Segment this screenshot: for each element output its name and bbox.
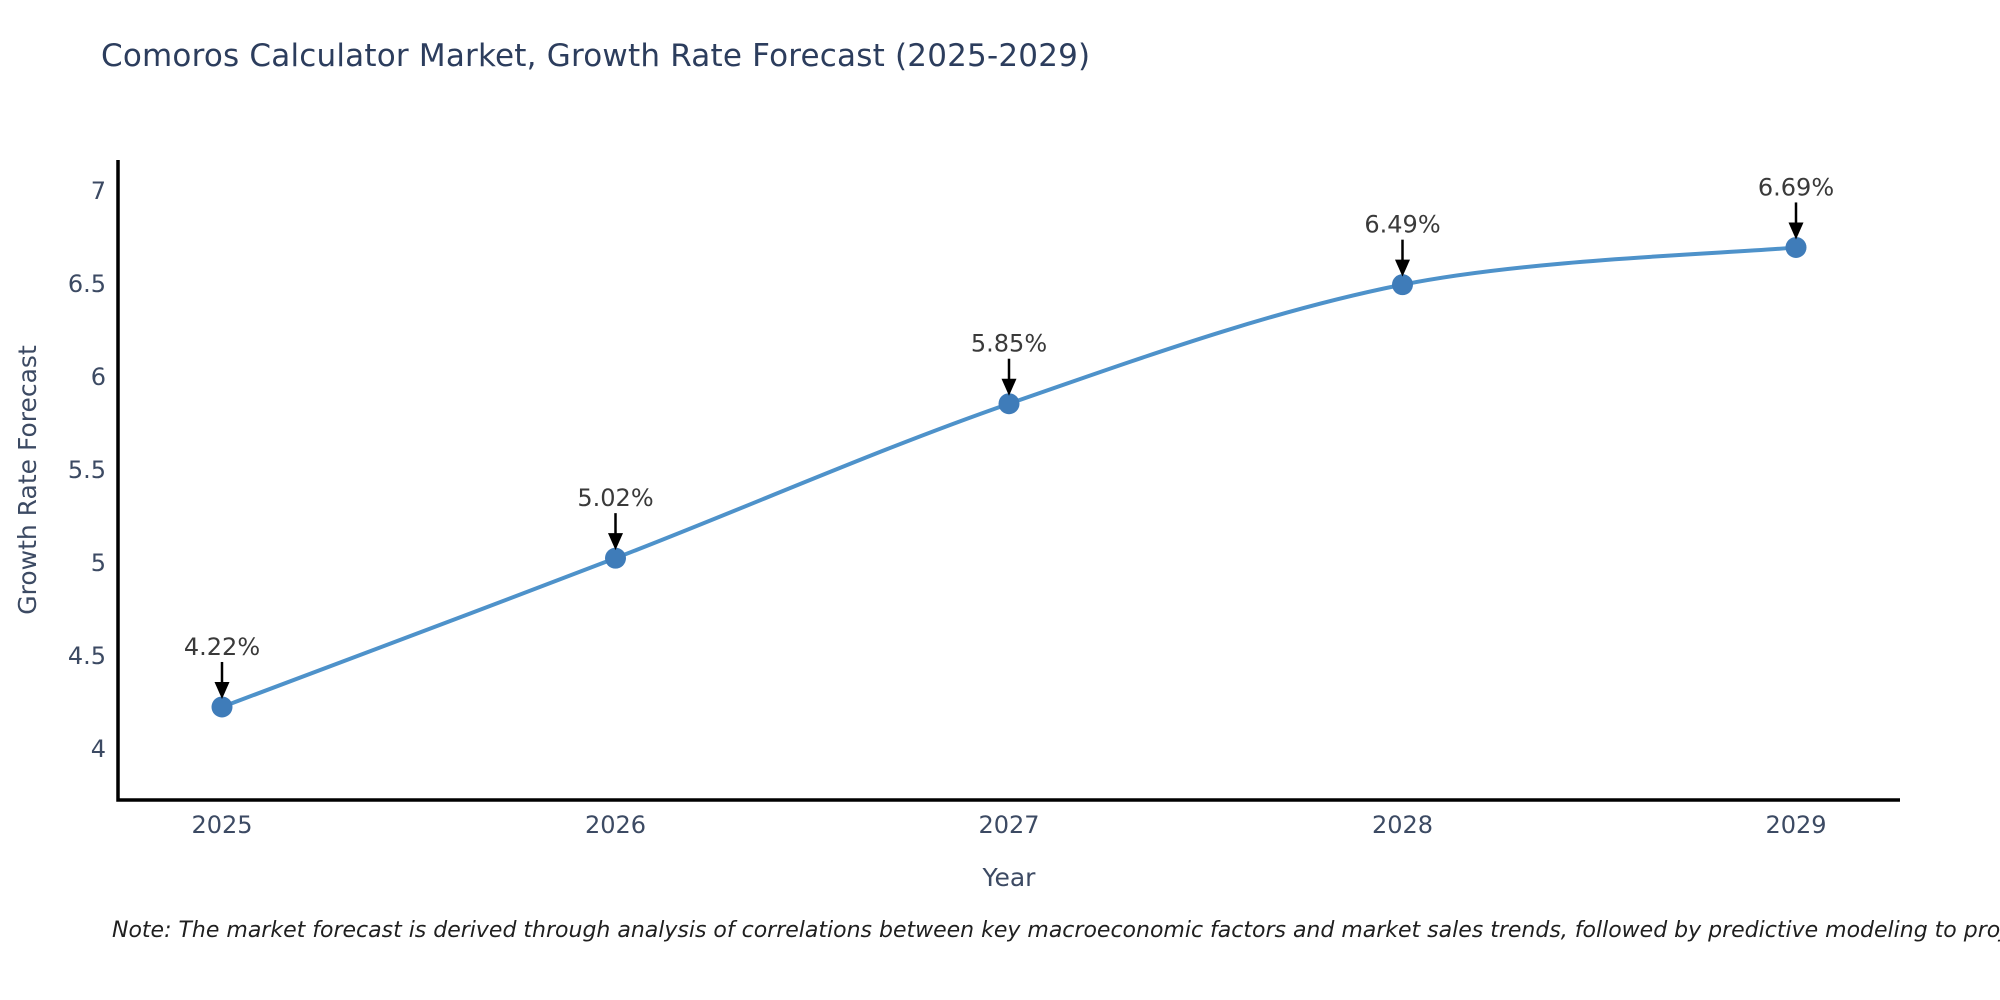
x-tick-label: 2029 <box>1765 811 1826 839</box>
x-tick-label: 2028 <box>1372 811 1433 839</box>
annotation-arrowhead <box>1788 222 1804 240</box>
y-axis-title: Growth Rate Forecast <box>13 345 42 615</box>
axis-spines <box>116 160 1900 802</box>
x-axis-title: Year <box>982 863 1037 892</box>
data-point-marker <box>211 696 233 718</box>
x-tick-label: 2027 <box>978 811 1039 839</box>
y-tick-label: 5 <box>91 549 106 577</box>
x-tick-label: 2025 <box>191 811 252 839</box>
footnote: Note: The market forecast is derived thr… <box>112 918 2000 943</box>
y-tick-label: 6.5 <box>68 270 106 298</box>
data-point-label: 6.49% <box>1364 211 1440 239</box>
series-line <box>220 245 1798 709</box>
data-point-marker <box>1392 274 1413 296</box>
annotation-arrowhead <box>608 533 623 551</box>
y-tick-label: 4.5 <box>68 642 106 670</box>
data-point-marker <box>1785 236 1807 258</box>
y-tick-label: 5.5 <box>68 456 106 484</box>
x-tick-label: 2026 <box>585 811 646 839</box>
data-point-label: 5.02% <box>577 484 653 512</box>
y-tick-label: 7 <box>91 177 106 205</box>
y-tick-label: 4 <box>91 735 106 763</box>
annotation-arrowhead <box>214 681 230 699</box>
chart-title: Comoros Calculator Market, Growth Rate F… <box>101 38 1091 74</box>
data-point-label: 6.69% <box>1758 173 1834 201</box>
data-point-marker <box>998 393 1020 415</box>
y-tick-label: 6 <box>91 363 106 391</box>
annotation-arrowhead <box>1395 259 1410 277</box>
data-point-label: 4.22% <box>184 633 260 661</box>
data-point-marker <box>605 547 626 569</box>
data-point-label: 5.85% <box>971 330 1047 358</box>
annotation-arrowhead <box>1001 378 1017 396</box>
